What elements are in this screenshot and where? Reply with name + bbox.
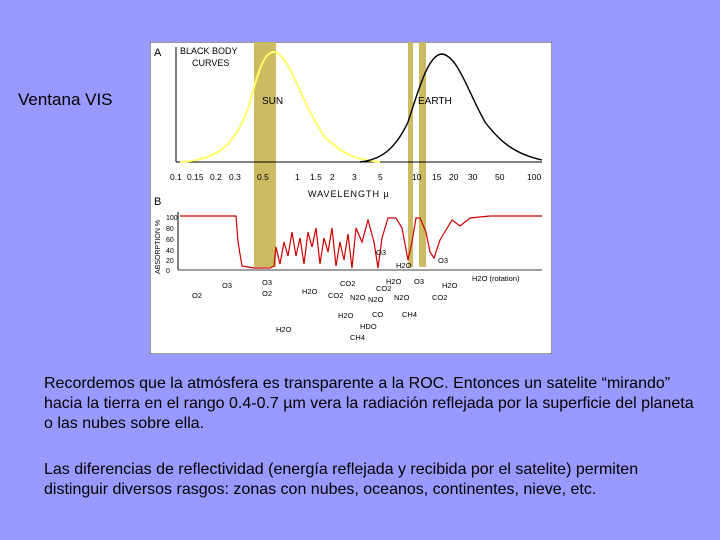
absorber-label: N2O [368,295,384,304]
panel-a-letter: A [154,47,162,59]
x-tick-label: 1 [295,172,300,182]
earth-curve [359,53,543,163]
y-tick-label: 60 [166,237,174,244]
x-tick-label: 0.1 [170,172,182,182]
y-tick-label: 40 [166,248,174,255]
panel-a-heading-line1: BLACK BODY [180,46,238,56]
absorber-label: H2O [276,325,292,334]
y-tick-labels: 100 80 60 40 20 0 [166,215,178,275]
absorber-label: O3 [376,248,386,257]
absorber-label: H2O [442,281,458,290]
x-tick-label: 20 [449,172,459,182]
panel-b-letter: B [154,196,161,208]
x-tick-label: 0.3 [229,172,241,182]
absorber-label: N2O [350,293,366,302]
y-axis-label: ABSORPTION % [155,220,162,274]
sun-curve [179,50,381,163]
absorber-label: CH4 [402,310,417,319]
absorber-labels: O2 O3 O3 H2O CO2 O2 O3 CO2 N2O H2O O3 O3… [192,248,520,342]
x-tick-label: 0.2 [210,172,222,182]
absorber-label: H2O [396,261,412,270]
x-tick-label: 15 [432,172,442,182]
absorber-label: O2 [192,291,202,300]
x-tick-label: 5 [378,172,383,182]
panel-a-heading-line2: CURVES [192,58,229,68]
paragraph-2: Las diferencias de reflectividad (energí… [44,461,639,498]
visible-window-band [254,42,276,267]
sun-label: SUN [262,96,283,107]
y-tick-label: 100 [166,215,178,222]
ir-window-band-1 [408,42,413,267]
slide-title: Ventana VIS [18,90,113,109]
absorber-label: H2O (rotation) [472,274,520,283]
absorber-label: O3 [262,278,272,287]
absorber-label: N2O [394,293,410,302]
y-tick-label: 0 [166,268,170,275]
x-tick-labels: 0.1 0.15 0.2 0.3 0.5 1 1.5 2 3 5 10 15 2… [170,172,541,182]
absorber-label: O3 [438,256,448,265]
x-tick-label: 30 [468,172,478,182]
absorber-label: O2 [262,289,272,298]
absorber-label: H2O [302,287,318,296]
x-tick-label: 0.5 [257,172,269,182]
x-tick-label: 2 [330,172,335,182]
x-tick-label: 1.5 [310,172,322,182]
absorber-label: CO2 [376,284,391,293]
y-tick-label: 20 [166,258,174,265]
earth-label: EARTH [418,96,452,107]
absorption-curve [180,215,542,269]
x-tick-label: 100 [527,172,541,182]
x-tick-label: 10 [412,172,422,182]
absorber-label: CO2 [340,279,355,288]
y-tick-label: 80 [166,226,174,233]
atmospheric-spectrum-figure: A BLACK BODY CURVES SUN EARTH 0.1 0.15 0… [150,42,552,354]
x-tick-label: 3 [352,172,357,182]
absorber-label: CO [372,310,383,319]
absorber-label: CH4 [350,333,365,342]
absorber-label: H2O [338,311,354,320]
x-tick-label: 50 [495,172,505,182]
absorber-label: HDO [360,322,377,331]
paragraph-1: Recordemos que la atmósfera es transpare… [44,375,694,432]
absorber-label: H2O [386,277,402,286]
ir-window-band-2 [419,42,426,267]
x-axis-label: WAVELENGTH µ [308,189,390,199]
x-tick-label: 0.15 [187,172,204,182]
absorber-label: CO2 [328,291,343,300]
absorber-label: O3 [414,277,424,286]
absorber-label: CO2 [432,293,447,302]
absorber-label: O3 [222,281,232,290]
